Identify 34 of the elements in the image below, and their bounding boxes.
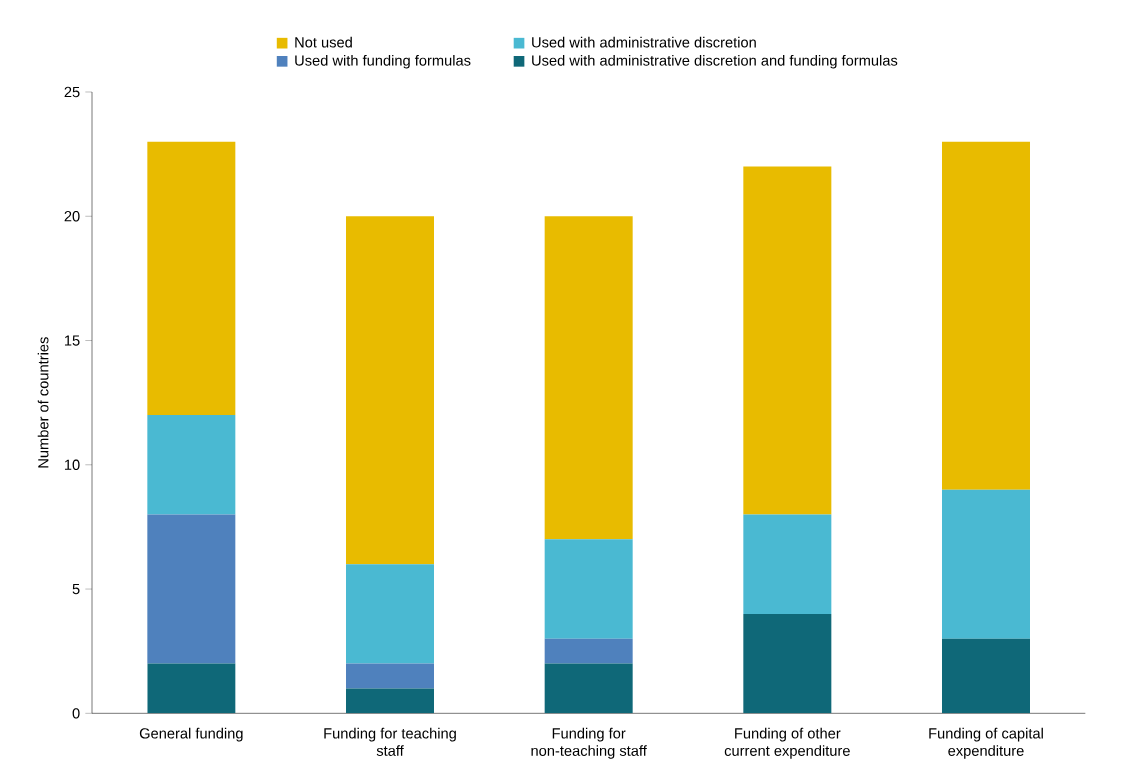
bar (743, 613, 832, 714)
x-tick-label: General funding (139, 727, 243, 742)
bar (942, 489, 1030, 639)
bar (346, 564, 434, 664)
legend-label: Not used (295, 36, 352, 48)
bar (346, 688, 434, 714)
bar (147, 415, 236, 515)
bar (544, 539, 633, 639)
x-tick-label: Funding for teaching staff (324, 727, 456, 756)
legend-label: Used with funding formulas (295, 54, 471, 69)
bar (743, 514, 832, 614)
y-axis-title: Number of countries (37, 337, 49, 468)
bar (942, 141, 1030, 490)
x-tick-label: Funding of other current expenditure (724, 727, 850, 759)
bar (346, 216, 434, 565)
x-tick-label: Funding for non-teaching staff (531, 727, 647, 759)
bar (743, 166, 832, 515)
bar (147, 141, 236, 416)
y-tick-label: 10 (64, 459, 80, 470)
x-tick-label: Funding of capital expenditure (929, 727, 1043, 759)
bar (544, 216, 633, 540)
y-tick-label: 0 (72, 708, 80, 719)
bar (147, 514, 236, 664)
y-tick-label: 15 (64, 335, 80, 346)
legend-label: Used with administrative discretion (532, 36, 756, 48)
y-tick-label: 5 (72, 583, 80, 595)
bar (147, 663, 236, 714)
y-tick-label: 25 (64, 86, 80, 98)
bar (942, 638, 1030, 714)
bar (544, 663, 633, 714)
bar (544, 638, 633, 664)
bar (346, 663, 434, 689)
legend-label: Used with administrative discretion and funding formulas (532, 54, 898, 69)
y-tick-label: 20 (64, 211, 80, 222)
